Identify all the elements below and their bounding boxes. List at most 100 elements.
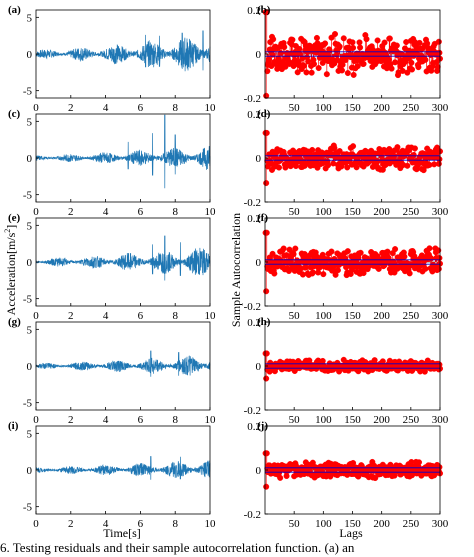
acf-point: [313, 34, 320, 41]
x-tick-label: 8: [172, 206, 178, 218]
acf-point: [328, 34, 335, 41]
left-y-axis-label: Acceleration[m/s2]: [3, 225, 18, 316]
x-tick-label: 50: [289, 102, 301, 114]
acf-point: [334, 267, 341, 274]
left-y-label-end: ]: [4, 225, 18, 229]
y-tick-label: -0.2: [244, 93, 261, 105]
y-tick-label: -0.2: [244, 197, 261, 209]
acf-point: [374, 37, 381, 44]
panel-label: (b): [257, 4, 271, 16]
x-tick-label: 100: [315, 518, 332, 530]
x-tick-label: 4: [103, 414, 109, 426]
x-tick-label: 300: [432, 518, 449, 530]
acf-point: [271, 270, 278, 277]
acf-point: [357, 249, 364, 256]
acf-point: [409, 66, 416, 73]
y-tick-label: 0.2: [247, 109, 261, 121]
left-y-label-main: Acceleration[m/s: [4, 232, 18, 315]
acf-panel: -0.2 0 0.2 50 100 150 200 250 300 (j): [244, 420, 449, 530]
x-tick-label: 250: [403, 414, 420, 426]
y-tick-label: -5: [23, 190, 33, 202]
x-tick-label: 2: [68, 102, 74, 114]
acf-point: [311, 61, 318, 68]
acf-panel: -0.2 0 0.2 50 100 150 200 250 300 (b): [244, 4, 449, 114]
x-tick-label: 0: [33, 310, 39, 322]
y-tick-label: 0: [256, 153, 262, 165]
x-tick-label: 10: [205, 102, 217, 114]
acf-point: [263, 483, 270, 490]
acf-point: [416, 39, 423, 46]
y-tick-label: 0.2: [247, 5, 261, 17]
acf-point: [322, 40, 329, 47]
acf-point: [435, 265, 442, 272]
x-tick-label: 200: [373, 206, 390, 218]
acf-point: [344, 248, 351, 255]
y-tick-label: 0: [256, 361, 262, 373]
x-tick-label: 300: [432, 310, 449, 322]
acf-point: [356, 39, 363, 46]
y-tick-label: 5: [27, 220, 33, 232]
x-tick-label: 300: [432, 414, 449, 426]
acf-point: [436, 49, 443, 56]
acf-point: [422, 265, 429, 272]
x-tick-label: 4: [103, 310, 109, 322]
x-tick-label: 8: [172, 102, 178, 114]
acf-point: [301, 62, 308, 69]
x-tick-label: 50: [289, 310, 301, 322]
y-tick-label: -5: [23, 294, 33, 306]
x-tick-label: 0: [33, 102, 39, 114]
x-tick-label: 6: [138, 518, 144, 530]
x-tick-label: 200: [373, 310, 390, 322]
panel-label: (i): [8, 420, 19, 432]
y-tick-label: 5: [27, 428, 33, 440]
acf-point: [392, 246, 399, 253]
acf-point: [401, 253, 408, 260]
panel-label: (h): [257, 316, 271, 328]
acf-point: [320, 271, 327, 278]
x-tick-label: 200: [373, 414, 390, 426]
signal-trace: [35, 350, 211, 377]
acf-point: [428, 255, 435, 262]
panel-label: (c): [8, 108, 21, 120]
y-tick-label: 0: [256, 465, 262, 477]
signal-trace: [35, 235, 211, 281]
acf-point: [350, 44, 357, 51]
acf-point: [344, 164, 351, 171]
x-tick-label: 10: [205, 206, 217, 218]
x-tick-label: 8: [172, 414, 178, 426]
acf-point: [406, 270, 413, 277]
acf-point: [315, 65, 322, 72]
acf-point: [308, 69, 315, 76]
acf-point: [264, 68, 271, 75]
acf-point: [349, 39, 356, 46]
acf-point: [354, 63, 361, 70]
acf-point: [339, 67, 346, 74]
y-tick-label: 0: [27, 49, 33, 61]
acf-point: [309, 146, 316, 153]
acf-point: [263, 288, 270, 295]
x-tick-label: 0: [33, 206, 39, 218]
acf-point: [426, 245, 433, 252]
acf-point: [360, 60, 367, 67]
acf-point: [404, 69, 411, 76]
acf-point: [411, 145, 418, 152]
panel-label: (g): [8, 316, 21, 328]
y-tick-label: 0.2: [247, 421, 261, 433]
y-tick-label: 0: [27, 153, 33, 165]
acf-point: [350, 143, 357, 150]
acf-point: [344, 70, 351, 77]
y-tick-label: 0: [256, 257, 262, 269]
y-tick-label: 0: [256, 49, 262, 61]
x-tick-label: 250: [403, 102, 420, 114]
panel-label: (d): [257, 108, 271, 120]
signal-trace: [35, 456, 211, 480]
x-tick-label: 200: [373, 518, 390, 530]
y-tick-label: -0.2: [244, 301, 261, 313]
x-tick-label: 10: [205, 414, 217, 426]
signal-trace: [35, 30, 211, 72]
acf-panel: -0.2 0 0.2 50 100 150 200 250 300 (h): [244, 316, 449, 426]
y-tick-label: 0: [27, 361, 33, 373]
